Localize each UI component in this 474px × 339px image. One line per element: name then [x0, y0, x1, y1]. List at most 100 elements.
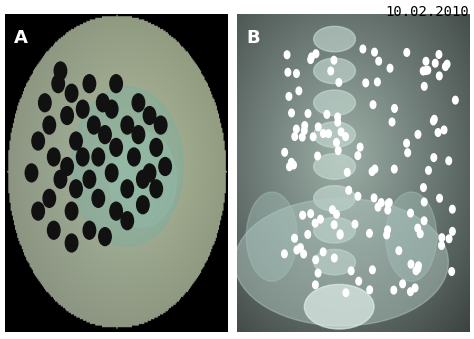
Circle shape — [346, 186, 352, 194]
Circle shape — [385, 200, 391, 207]
Circle shape — [313, 281, 318, 288]
Circle shape — [293, 125, 299, 133]
Circle shape — [352, 220, 358, 228]
Ellipse shape — [314, 90, 356, 116]
Circle shape — [374, 78, 380, 86]
Circle shape — [324, 111, 329, 118]
Circle shape — [356, 277, 362, 285]
Circle shape — [312, 219, 318, 227]
Circle shape — [313, 256, 319, 264]
Circle shape — [294, 246, 300, 254]
Circle shape — [447, 235, 452, 243]
Ellipse shape — [235, 198, 448, 326]
Circle shape — [88, 116, 100, 134]
Circle shape — [389, 118, 395, 126]
Circle shape — [425, 66, 430, 74]
Circle shape — [137, 196, 149, 214]
Circle shape — [137, 170, 149, 188]
Circle shape — [282, 148, 287, 156]
Circle shape — [384, 231, 390, 239]
Circle shape — [372, 165, 378, 173]
Circle shape — [284, 51, 290, 59]
Circle shape — [282, 250, 287, 258]
Circle shape — [331, 254, 337, 262]
Circle shape — [371, 194, 377, 202]
Circle shape — [83, 170, 96, 188]
Circle shape — [76, 100, 89, 118]
Circle shape — [43, 116, 55, 134]
Ellipse shape — [304, 284, 374, 329]
Circle shape — [92, 190, 105, 207]
Circle shape — [25, 164, 38, 182]
Circle shape — [336, 147, 341, 154]
Circle shape — [336, 79, 342, 86]
Circle shape — [292, 234, 297, 242]
Circle shape — [316, 123, 321, 131]
Circle shape — [446, 157, 452, 165]
Circle shape — [405, 149, 410, 157]
Circle shape — [285, 68, 291, 76]
Circle shape — [326, 130, 331, 137]
Circle shape — [320, 248, 326, 256]
Circle shape — [54, 62, 67, 80]
Circle shape — [47, 221, 60, 239]
Circle shape — [65, 84, 78, 102]
Circle shape — [328, 67, 334, 75]
Circle shape — [159, 158, 172, 176]
Ellipse shape — [314, 218, 356, 243]
Circle shape — [439, 242, 444, 249]
Circle shape — [376, 57, 382, 65]
Circle shape — [329, 206, 335, 214]
Circle shape — [426, 166, 431, 174]
Circle shape — [121, 212, 134, 230]
Circle shape — [357, 143, 363, 151]
Circle shape — [65, 202, 78, 220]
Circle shape — [43, 190, 55, 207]
Circle shape — [302, 122, 308, 129]
Circle shape — [335, 113, 340, 121]
Circle shape — [392, 165, 397, 173]
Circle shape — [385, 226, 391, 234]
Circle shape — [404, 139, 410, 147]
Circle shape — [128, 148, 140, 166]
Circle shape — [367, 230, 372, 237]
Circle shape — [308, 56, 313, 63]
Circle shape — [318, 215, 323, 223]
Circle shape — [296, 87, 301, 95]
Circle shape — [421, 198, 427, 206]
Circle shape — [415, 224, 420, 232]
Circle shape — [423, 58, 429, 65]
Circle shape — [443, 63, 448, 71]
Circle shape — [392, 105, 397, 112]
Circle shape — [386, 199, 392, 206]
Circle shape — [289, 159, 294, 166]
Circle shape — [437, 195, 442, 202]
Circle shape — [423, 67, 428, 75]
Circle shape — [343, 289, 349, 297]
Circle shape — [348, 267, 354, 275]
Circle shape — [110, 202, 122, 220]
Ellipse shape — [314, 26, 356, 52]
Circle shape — [286, 93, 292, 100]
Circle shape — [370, 266, 375, 274]
Circle shape — [308, 210, 313, 218]
Circle shape — [408, 209, 413, 217]
Circle shape — [132, 126, 145, 144]
Circle shape — [437, 72, 442, 80]
Circle shape — [360, 45, 365, 53]
Circle shape — [396, 247, 401, 255]
Circle shape — [391, 286, 397, 294]
Circle shape — [363, 79, 368, 87]
Circle shape — [444, 60, 450, 68]
Circle shape — [334, 139, 339, 146]
Circle shape — [400, 280, 405, 288]
Circle shape — [83, 75, 96, 93]
Circle shape — [375, 203, 381, 211]
Circle shape — [421, 82, 427, 90]
Circle shape — [70, 180, 82, 198]
Circle shape — [338, 128, 344, 136]
Circle shape — [150, 138, 163, 156]
Circle shape — [416, 262, 421, 270]
Circle shape — [315, 152, 320, 160]
Circle shape — [421, 217, 427, 225]
